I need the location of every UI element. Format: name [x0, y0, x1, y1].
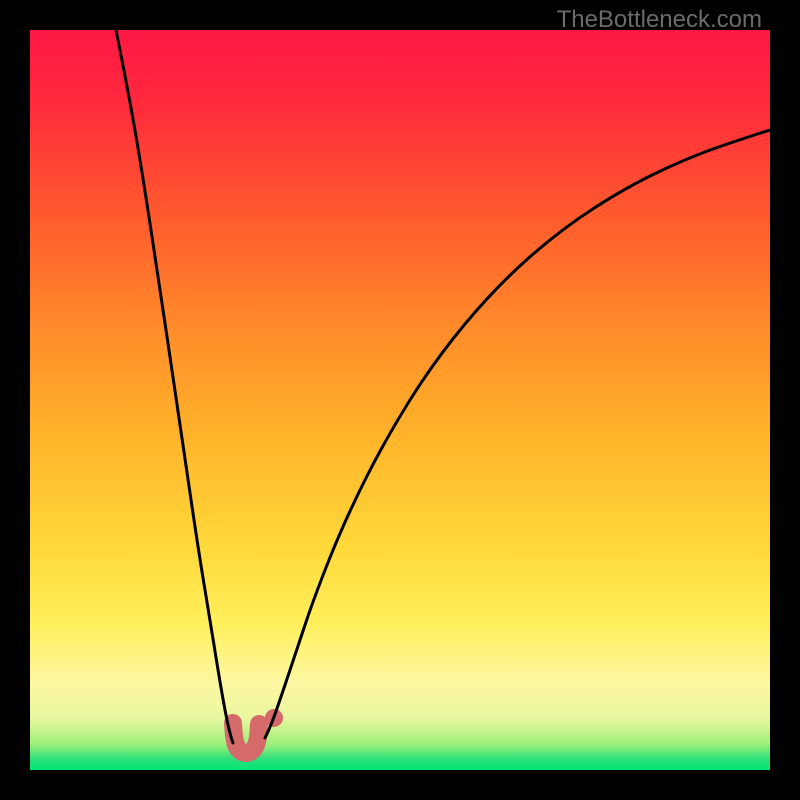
- curve-right: [265, 130, 770, 738]
- valley-marker: [233, 723, 259, 753]
- curve-layer: [30, 30, 770, 770]
- watermark-text: TheBottleneck.com: [557, 6, 762, 34]
- chart-frame: TheBottleneck.com: [0, 0, 800, 800]
- curve-left: [116, 30, 233, 743]
- plot-area: [30, 30, 770, 770]
